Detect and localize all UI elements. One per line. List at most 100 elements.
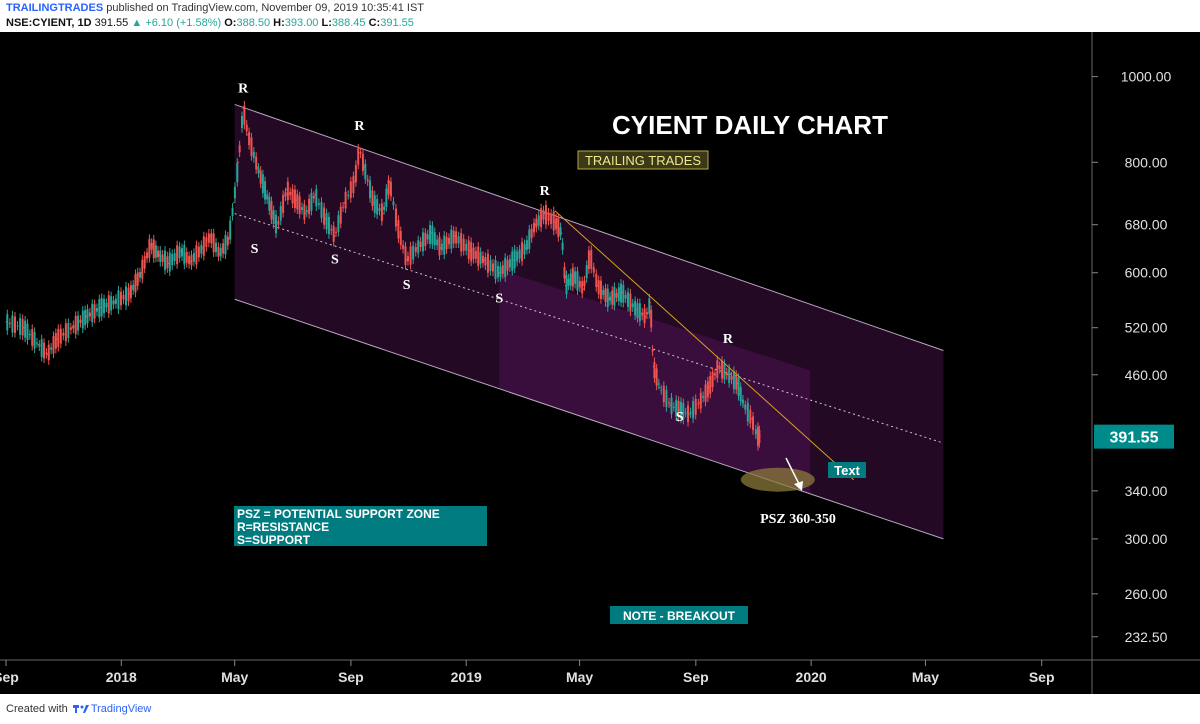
candle-body: [173, 253, 176, 262]
candle-body: [347, 194, 350, 196]
candle-body: [508, 259, 511, 268]
candle-body: [241, 116, 244, 128]
candle-body: [452, 230, 455, 244]
data-point: [263, 186, 265, 188]
candle-body: [627, 292, 630, 307]
candle-body: [629, 293, 632, 312]
trendline-group[interactable]: [554, 210, 854, 481]
candle-body: [146, 252, 149, 259]
time-tick-label: Sep: [683, 669, 709, 685]
data-point: [589, 253, 591, 255]
data-point: [430, 232, 432, 234]
candle-body: [670, 397, 673, 414]
data-point: [652, 365, 654, 368]
footer: Created with TradingView: [0, 694, 1200, 724]
candle-body: [537, 215, 540, 226]
price-tick-label: 680.00: [1125, 217, 1168, 233]
candle-body: [467, 240, 470, 260]
chart-area[interactable]: R R R R S S S S S CYIENT DAILY CHART TRAILING TRAD…: [0, 32, 1200, 694]
candle-body: [6, 314, 9, 331]
candle-body: [325, 213, 328, 230]
note-box: [610, 606, 748, 624]
candle-body: [643, 308, 646, 324]
candle-body: [636, 303, 639, 318]
data-point: [149, 244, 152, 246]
candle-body: [648, 298, 651, 314]
legend-line: PSZ = POTENTIAL SUPPORT ZONE: [237, 507, 440, 521]
candle-body: [72, 325, 75, 329]
candle-body: [749, 409, 752, 424]
psz-label: PSZ 360-350: [760, 512, 836, 527]
price-tick-label: 460.00: [1125, 367, 1168, 383]
publisher-brand[interactable]: TRAILINGTRADES: [6, 2, 104, 14]
data-point: [314, 194, 316, 196]
candle-body: [366, 179, 369, 182]
candle-body: [447, 237, 450, 245]
candle-body: [555, 218, 558, 230]
candle-body: [481, 255, 484, 263]
candle-body: [540, 208, 543, 228]
candle-body: [35, 342, 38, 344]
close-value: 391.55: [380, 17, 414, 29]
candle-body: [376, 199, 379, 215]
candle-body: [735, 374, 738, 390]
candle-body: [611, 290, 614, 305]
candle-body: [217, 246, 220, 257]
candle-body: [16, 325, 19, 327]
candle-body: [387, 179, 390, 195]
data-point: [140, 272, 142, 274]
channel-middle-line: [234, 213, 944, 444]
candle-body: [117, 290, 120, 310]
support-label: S: [495, 292, 503, 307]
candle-body: [303, 204, 306, 220]
psz-ellipse: [740, 467, 815, 492]
candle-body: [525, 240, 528, 250]
data-point: [286, 189, 288, 191]
candle-body: [728, 368, 731, 384]
data-point: [46, 353, 49, 356]
candle-body: [587, 250, 590, 270]
candle-body: [219, 247, 222, 257]
candle-body: [183, 245, 186, 265]
candle-body: [212, 233, 215, 253]
candle-body: [634, 301, 637, 316]
footer-brand[interactable]: TradingView: [90, 703, 152, 715]
candle-body: [595, 273, 598, 288]
time-tick-label: Sep: [338, 669, 364, 685]
candle-body: [511, 251, 514, 271]
symbol-label[interactable]: NSE:CYIENT, 1D: [6, 17, 92, 29]
candle-body: [178, 246, 181, 259]
candle-body: [190, 254, 193, 266]
data-point: [189, 260, 191, 262]
support-label: S: [676, 410, 684, 425]
candle-body: [81, 310, 84, 329]
publisher-line: TRAILINGTRADES published on TradingView.…: [6, 2, 424, 14]
data-point: [209, 235, 211, 237]
candle-body: [141, 259, 144, 279]
data-point: [608, 298, 610, 300]
data-point: [334, 235, 336, 237]
candle-body: [317, 203, 320, 205]
candle-body: [192, 252, 195, 262]
candle-body: [535, 218, 538, 228]
data-point: [440, 247, 442, 249]
candle-body: [100, 297, 103, 317]
data-point: [37, 343, 39, 345]
chart-title: CYIENT DAILY CHART: [612, 110, 888, 140]
data-point: [354, 181, 356, 183]
candle-body: [107, 295, 110, 314]
candle-body: [443, 235, 446, 255]
data-point: [85, 316, 87, 318]
candle-body: [699, 392, 702, 409]
candle-body: [567, 278, 570, 286]
candle-body: [134, 274, 137, 293]
data-point: [544, 212, 546, 215]
resistance-label: R: [238, 81, 249, 96]
price-chart[interactable]: R R R R S S S S S CYIENT DAILY CHART TRAILING TRAD…: [0, 32, 1200, 694]
price-tick-label: 260.00: [1125, 586, 1168, 602]
publisher-text: published on TradingView.com, November 0…: [106, 2, 425, 14]
candle-body: [679, 401, 682, 419]
candle-body: [465, 243, 468, 251]
candle-body: [45, 352, 48, 354]
candle-body: [266, 194, 269, 200]
